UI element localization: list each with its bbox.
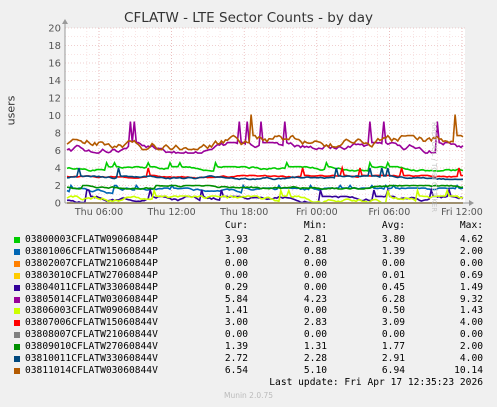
y-tick-label-4: 8	[55, 129, 61, 140]
x-axis-arrow	[469, 200, 474, 206]
y-tick-label-3: 6	[55, 146, 61, 157]
y-tick-label-5: 10	[48, 111, 61, 122]
y-tick-label-9: 18	[48, 41, 61, 52]
y-tick-label-1: 2	[55, 181, 61, 192]
last-update: Last update: Fri Apr 17 12:35:23 2026	[269, 377, 483, 388]
chart-title: CFLATW - LTE Sector Counts - by day	[124, 10, 373, 26]
series-line-0	[66, 160, 464, 172]
series-line-11	[66, 114, 464, 151]
x-tick-label-1: Thu 12:00	[146, 207, 195, 218]
x-tick-label-0: Thu 06:00	[74, 207, 123, 218]
y-tick-label-0: 0	[55, 199, 61, 210]
y-tick-label-6: 12	[48, 94, 61, 105]
y-tick-label-8: 16	[48, 59, 61, 70]
y-tick-label-10: 20	[48, 24, 61, 35]
series-line-9	[66, 184, 464, 190]
x-tick-label-5: Fri 12:00	[441, 207, 483, 218]
x-tick-label-4: Fri 06:00	[369, 207, 411, 218]
series-line-7	[66, 164, 464, 179]
rrdtool-watermark: RRDTOOL / TOBI OETIKER	[430, 122, 438, 213]
series-line-10	[66, 167, 464, 181]
y-tick-label-7: 14	[48, 76, 61, 87]
y-axis-label: users	[4, 95, 18, 126]
series-line-5	[66, 121, 464, 154]
x-tick-label-2: Thu 18:00	[219, 207, 268, 218]
x-tick-label-3: Fri 00:00	[296, 207, 338, 218]
y-axis-arrow	[62, 19, 68, 24]
series-line-6	[66, 187, 464, 204]
y-tick-label-2: 4	[55, 164, 61, 175]
munin-version: Munin 2.0.75	[223, 391, 274, 400]
